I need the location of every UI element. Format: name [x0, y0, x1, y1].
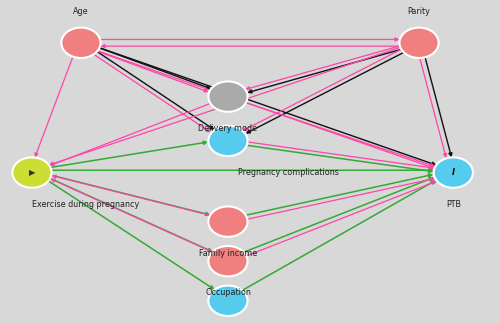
- Text: I: I: [452, 168, 455, 177]
- Ellipse shape: [62, 27, 100, 58]
- Text: Delivery mode: Delivery mode: [198, 124, 258, 133]
- Ellipse shape: [12, 157, 51, 188]
- Ellipse shape: [208, 286, 248, 316]
- Ellipse shape: [400, 27, 438, 58]
- Text: PTB: PTB: [446, 200, 461, 209]
- Text: Pregnancy complications: Pregnancy complications: [238, 168, 338, 177]
- Text: Parity: Parity: [408, 6, 430, 16]
- Ellipse shape: [208, 246, 248, 276]
- Ellipse shape: [208, 81, 248, 112]
- Text: Family income: Family income: [199, 249, 257, 258]
- Text: Exercise during pregnancy: Exercise during pregnancy: [32, 200, 139, 209]
- Text: Occupation: Occupation: [205, 288, 251, 297]
- Ellipse shape: [208, 126, 248, 156]
- Text: ▶: ▶: [28, 168, 35, 177]
- Ellipse shape: [208, 206, 248, 237]
- Ellipse shape: [434, 157, 473, 188]
- Text: Age: Age: [73, 6, 89, 16]
